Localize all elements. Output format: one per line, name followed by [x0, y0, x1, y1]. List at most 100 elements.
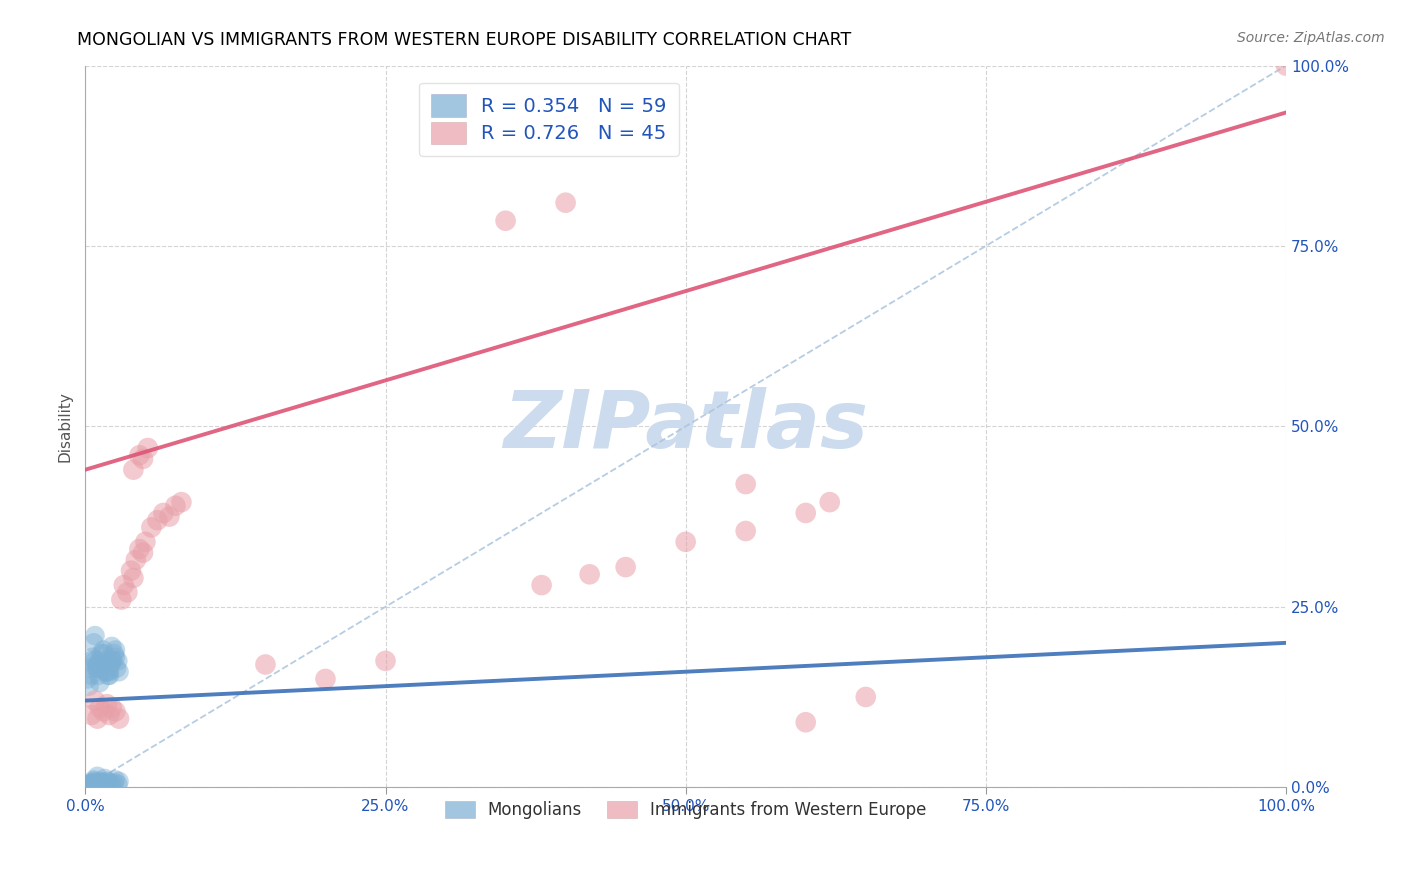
Text: ZIPatlas: ZIPatlas [503, 387, 868, 466]
Point [86, 657, 108, 672]
Point [82, 775, 104, 789]
Legend: Mongolians, Immigrants from Western Europe: Mongolians, Immigrants from Western Euro… [437, 794, 934, 826]
Point [101, 654, 124, 668]
Point [82, 650, 104, 665]
Point [96, 665, 118, 679]
Text: MONGOLIAN VS IMMIGRANTS FROM WESTERN EUROPE DISABILITY CORRELATION CHART: MONGOLIAN VS IMMIGRANTS FROM WESTERN EUR… [77, 31, 852, 49]
Point [91, 657, 114, 672]
Point [86, 661, 108, 675]
Point [96, 697, 118, 711]
Point [855, 690, 877, 704]
Point [93, 643, 115, 657]
Point [97, 668, 120, 682]
Point [125, 553, 148, 567]
Y-axis label: Disability: Disability [58, 391, 72, 462]
Point [101, 640, 124, 654]
Point [105, 661, 128, 675]
Point [83, 636, 105, 650]
Point [76, 779, 98, 793]
Point [254, 657, 277, 672]
Point [94, 665, 117, 679]
Point [76, 672, 98, 686]
Point [89, 654, 111, 668]
Point [1275, 59, 1298, 73]
Point [794, 506, 817, 520]
Point [100, 657, 122, 672]
Point [86, 769, 108, 783]
Point [103, 776, 125, 790]
Point [554, 195, 576, 210]
Point [93, 647, 115, 661]
Point [104, 772, 127, 787]
Point [614, 560, 637, 574]
Point [152, 506, 174, 520]
Point [91, 776, 114, 790]
Point [79, 776, 101, 790]
Point [108, 665, 131, 679]
Point [101, 776, 124, 790]
Point [141, 520, 163, 534]
Point [165, 499, 187, 513]
Point [80, 776, 103, 790]
Point [794, 715, 817, 730]
Point [146, 513, 169, 527]
Point [122, 463, 145, 477]
Point [120, 564, 142, 578]
Point [97, 775, 120, 789]
Point [98, 708, 121, 723]
Point [77, 778, 100, 792]
Point [136, 441, 159, 455]
Point [818, 495, 841, 509]
Point [80, 661, 103, 675]
Point [84, 774, 107, 789]
Point [134, 534, 156, 549]
Point [170, 495, 193, 509]
Point [87, 668, 110, 682]
Point [128, 448, 150, 462]
Point [93, 772, 115, 786]
Point [90, 774, 112, 789]
Point [104, 650, 127, 665]
Point [374, 654, 396, 668]
Point [89, 776, 111, 790]
Point [122, 571, 145, 585]
Point [530, 578, 553, 592]
Point [89, 675, 111, 690]
Point [132, 451, 155, 466]
Point [103, 647, 125, 661]
Point [128, 542, 150, 557]
Point [117, 585, 139, 599]
Point [84, 777, 107, 791]
Point [83, 772, 105, 787]
Point [675, 534, 697, 549]
Point [98, 665, 121, 679]
Point [110, 592, 132, 607]
Point [77, 679, 100, 693]
Point [80, 668, 103, 682]
Point [104, 643, 127, 657]
Point [87, 778, 110, 792]
Point [101, 700, 124, 714]
Point [112, 578, 135, 592]
Point [108, 712, 131, 726]
Text: Source: ZipAtlas.com: Source: ZipAtlas.com [1237, 31, 1385, 45]
Point [93, 705, 115, 719]
Point [734, 524, 756, 538]
Point [107, 654, 129, 668]
Point [84, 693, 107, 707]
Point [108, 774, 131, 789]
Point [96, 774, 118, 789]
Point [93, 776, 115, 790]
Point [157, 509, 180, 524]
Point [84, 654, 107, 668]
Point [495, 213, 517, 227]
Point [84, 661, 107, 675]
Point [80, 708, 103, 723]
Point [98, 668, 121, 682]
Point [89, 700, 111, 714]
Point [734, 477, 756, 491]
Point [132, 546, 155, 560]
Point [96, 654, 118, 668]
Point [104, 705, 127, 719]
Point [315, 672, 337, 686]
